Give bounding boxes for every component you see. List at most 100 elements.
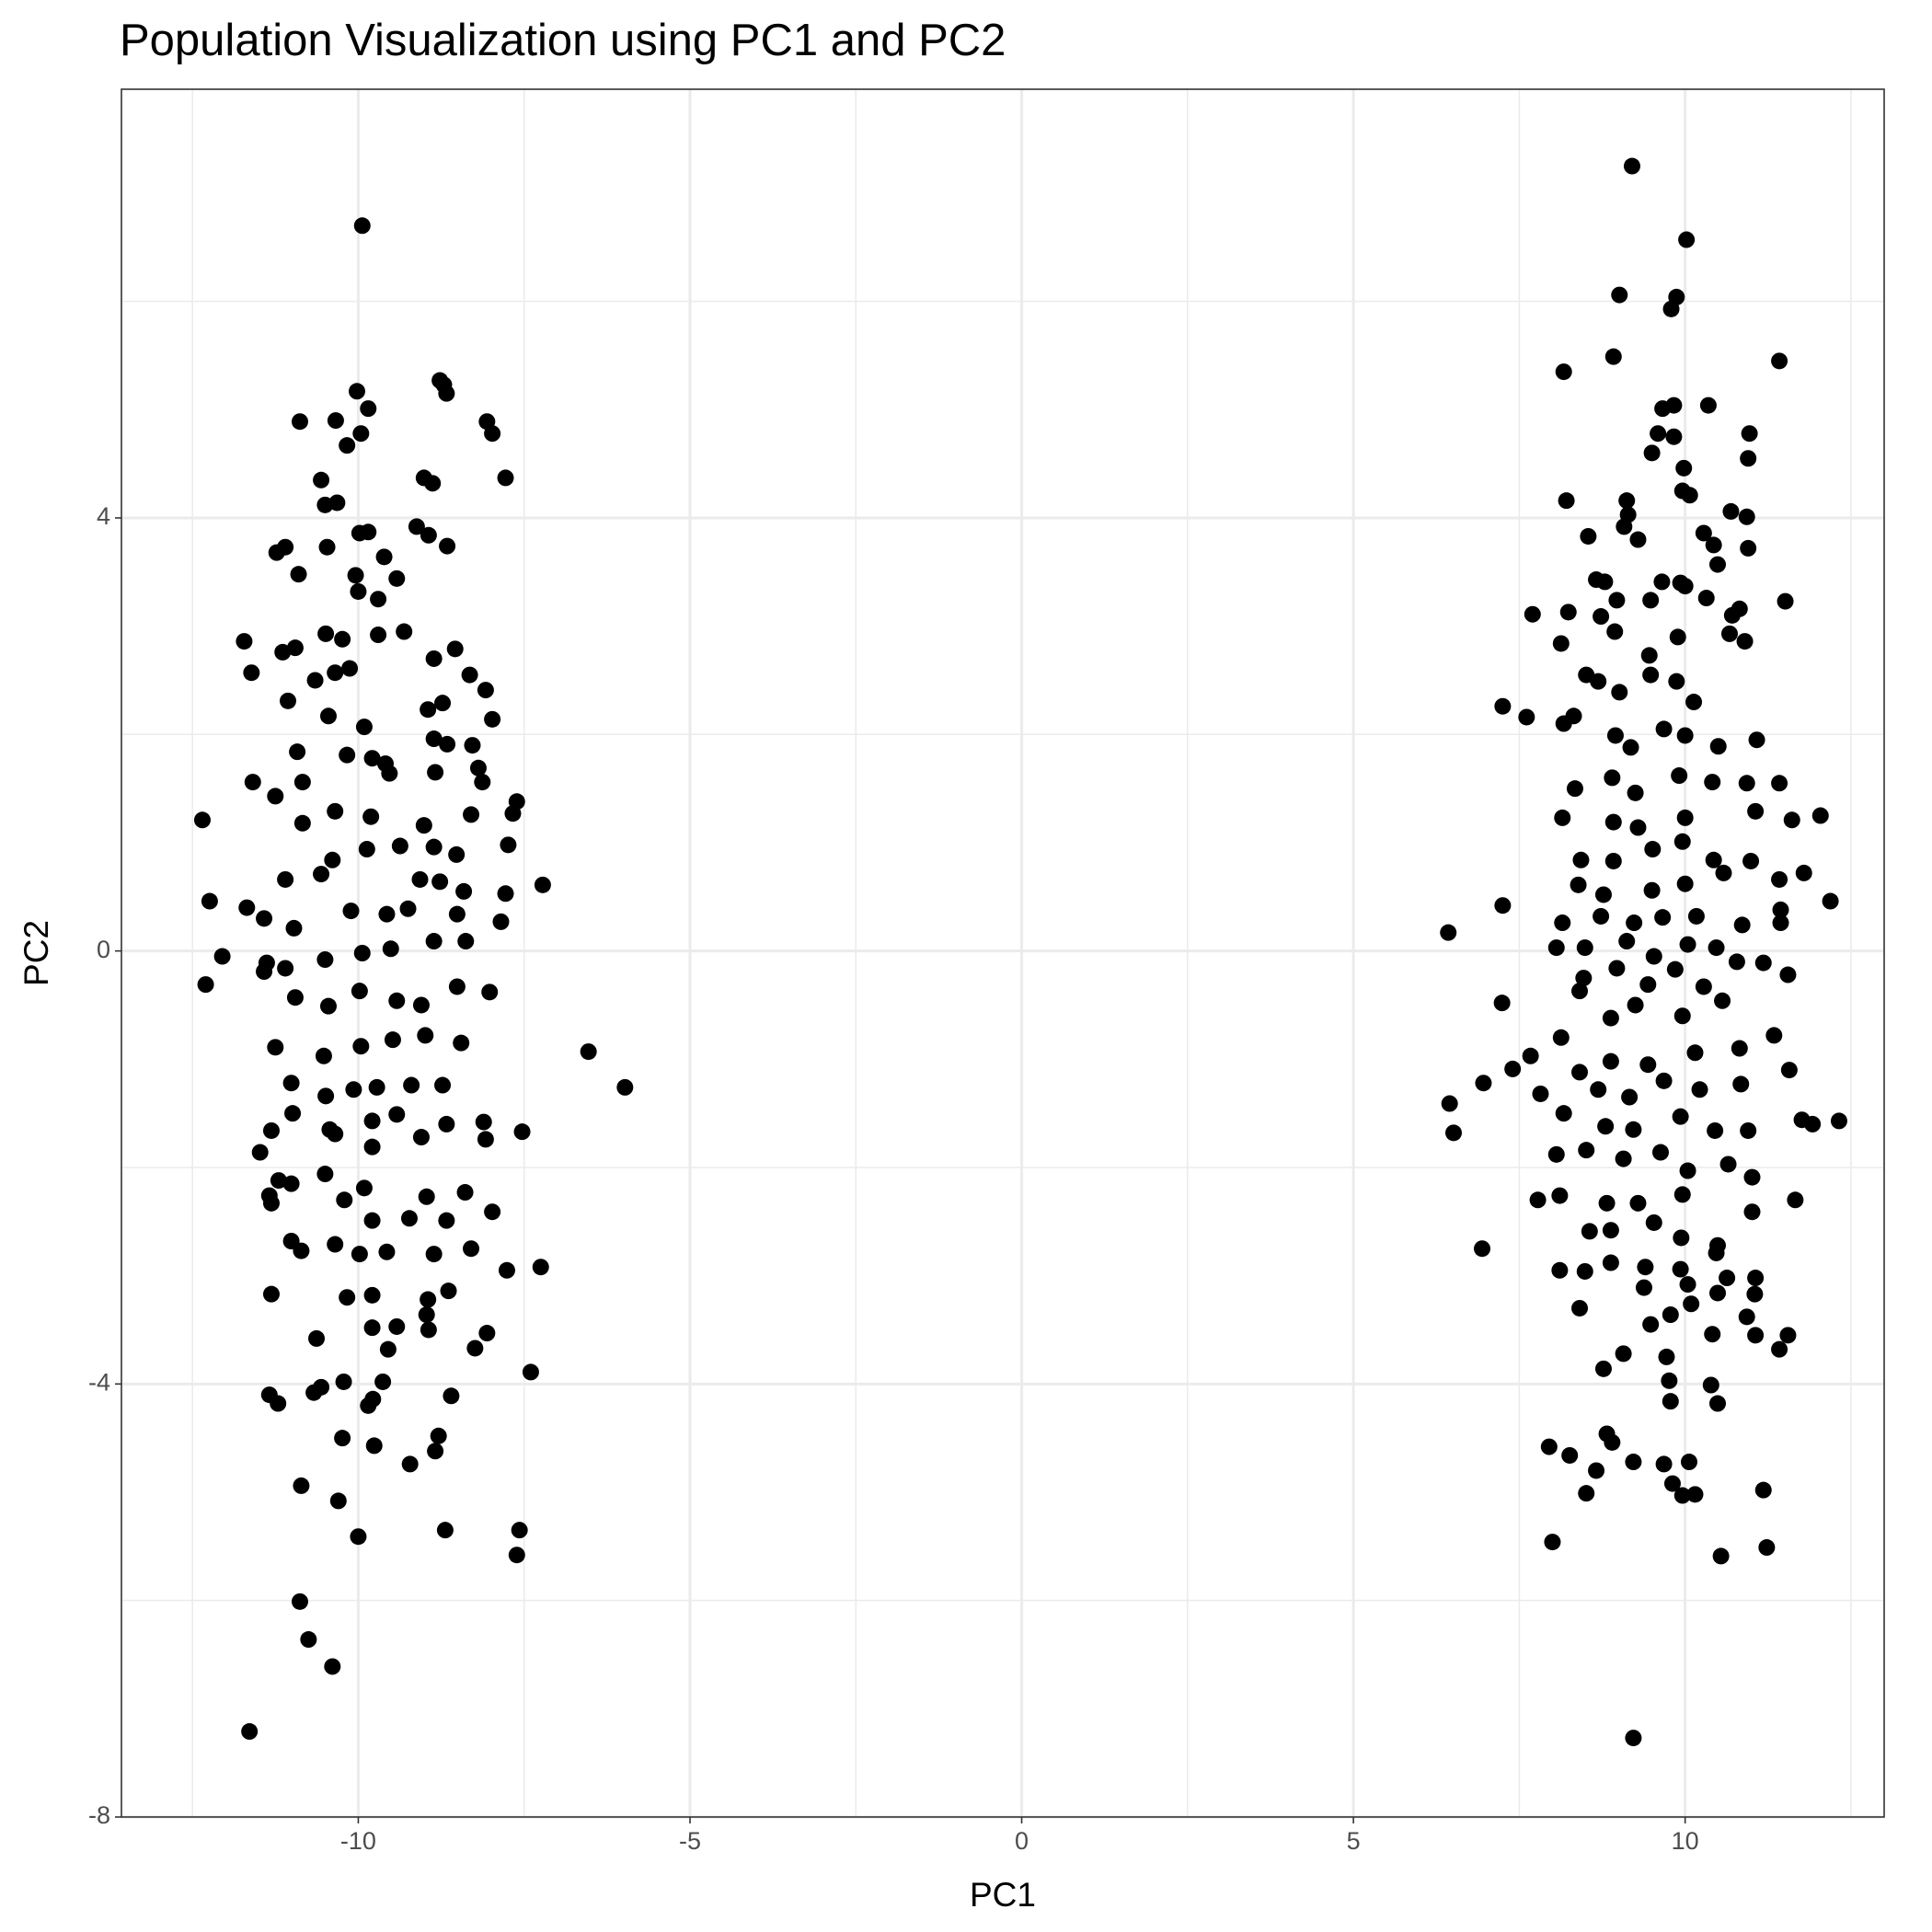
point — [1645, 1213, 1662, 1231]
point — [1593, 608, 1610, 626]
point — [1637, 1259, 1654, 1276]
point — [469, 759, 487, 776]
point — [1687, 907, 1705, 925]
point — [492, 913, 510, 930]
point — [1522, 1047, 1539, 1064]
point — [334, 630, 351, 648]
point — [1811, 807, 1829, 824]
point — [291, 1593, 308, 1610]
point — [1679, 1276, 1696, 1294]
point — [1440, 924, 1457, 941]
point — [474, 774, 491, 791]
point — [1719, 1156, 1737, 1173]
point — [484, 425, 501, 443]
point — [1738, 508, 1755, 525]
point — [1658, 1348, 1675, 1365]
point — [1743, 1168, 1761, 1186]
point — [1474, 1240, 1491, 1258]
point — [327, 664, 344, 682]
point — [1707, 1121, 1724, 1139]
point — [456, 1184, 474, 1202]
point — [1676, 727, 1694, 744]
point — [1771, 870, 1788, 888]
point — [363, 1138, 381, 1156]
point — [446, 640, 464, 658]
point — [317, 625, 335, 642]
point — [351, 983, 368, 1000]
point — [1673, 1007, 1691, 1025]
point — [1779, 1327, 1797, 1344]
point — [291, 413, 308, 431]
y-axis-title: PC2 — [17, 920, 55, 986]
point — [241, 1723, 259, 1741]
point — [347, 567, 364, 584]
point — [374, 1373, 392, 1390]
point — [1581, 1223, 1598, 1240]
point — [1602, 1052, 1619, 1070]
point — [318, 538, 336, 556]
point — [1639, 976, 1657, 994]
point — [1740, 450, 1757, 467]
point — [1795, 864, 1812, 881]
point — [438, 385, 455, 402]
point — [434, 1076, 452, 1094]
point — [1627, 996, 1644, 1014]
x-tick-label: 5 — [1347, 1827, 1361, 1855]
point — [1765, 1027, 1783, 1044]
point — [193, 811, 211, 829]
point — [417, 1027, 434, 1044]
point — [1758, 1539, 1776, 1557]
point — [1642, 1316, 1660, 1333]
point — [1635, 1279, 1652, 1296]
point — [1644, 841, 1662, 858]
point — [504, 805, 522, 822]
point — [1604, 1433, 1621, 1451]
point — [1576, 1262, 1593, 1280]
point — [1598, 1194, 1616, 1212]
point — [1627, 784, 1644, 801]
point — [1676, 578, 1694, 595]
point — [1604, 348, 1622, 365]
point — [1643, 881, 1661, 899]
point — [1733, 916, 1751, 934]
point — [1678, 231, 1696, 248]
point — [1673, 1229, 1690, 1247]
point — [1615, 1150, 1632, 1167]
point — [1566, 780, 1583, 798]
point — [1604, 769, 1621, 787]
point — [1704, 1326, 1721, 1343]
point — [1686, 1486, 1704, 1503]
point — [336, 1191, 353, 1209]
point — [1616, 518, 1633, 535]
point — [1552, 635, 1570, 652]
point — [498, 1261, 515, 1279]
point — [1679, 1162, 1696, 1179]
point — [1679, 936, 1696, 953]
point — [316, 951, 334, 969]
point — [293, 774, 311, 791]
point — [1671, 767, 1688, 785]
x-tick-label: -10 — [340, 1827, 376, 1855]
point — [431, 873, 449, 891]
point — [267, 788, 284, 805]
point — [463, 1240, 480, 1258]
point — [378, 1243, 396, 1260]
point — [1555, 1105, 1572, 1122]
point — [1680, 1454, 1697, 1471]
point — [327, 1125, 344, 1143]
point — [436, 1522, 454, 1539]
point — [342, 903, 360, 920]
point — [277, 538, 294, 556]
point — [1540, 1438, 1558, 1455]
point — [339, 746, 356, 764]
point — [316, 1166, 334, 1183]
point — [418, 1188, 435, 1205]
point — [1662, 1393, 1679, 1410]
point — [1552, 1029, 1570, 1046]
point — [438, 1115, 455, 1133]
point — [1731, 600, 1748, 617]
point — [279, 692, 296, 709]
point — [400, 1210, 418, 1227]
point — [1748, 731, 1765, 749]
point — [350, 1528, 367, 1546]
